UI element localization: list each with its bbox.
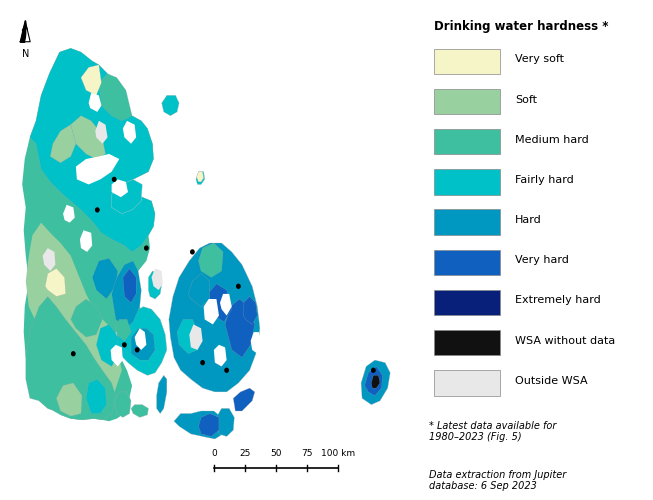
FancyBboxPatch shape (434, 370, 500, 396)
Text: Outside WSA: Outside WSA (515, 376, 588, 386)
Circle shape (144, 246, 149, 251)
Polygon shape (50, 124, 76, 163)
Polygon shape (116, 320, 131, 341)
Polygon shape (123, 268, 136, 303)
Text: Data extraction from Jupiter
database: 6 Sep 2023: Data extraction from Jupiter database: 6… (429, 470, 566, 491)
Polygon shape (131, 404, 148, 417)
Polygon shape (135, 328, 146, 350)
Polygon shape (99, 74, 132, 121)
Polygon shape (25, 222, 122, 404)
Circle shape (71, 351, 76, 356)
Polygon shape (214, 345, 227, 366)
Circle shape (95, 207, 100, 212)
Polygon shape (92, 258, 118, 299)
Polygon shape (112, 180, 128, 197)
Polygon shape (71, 299, 103, 337)
Text: Very hard: Very hard (515, 256, 569, 266)
Polygon shape (56, 383, 82, 416)
Polygon shape (204, 299, 219, 324)
Text: Drinking water hardness *: Drinking water hardness * (434, 20, 608, 32)
Polygon shape (45, 268, 65, 296)
Circle shape (371, 368, 375, 373)
Text: WSA without data: WSA without data (515, 336, 615, 345)
FancyBboxPatch shape (434, 89, 500, 114)
Polygon shape (114, 392, 131, 417)
Circle shape (190, 249, 195, 254)
Polygon shape (199, 414, 219, 436)
Polygon shape (244, 296, 257, 324)
Polygon shape (157, 376, 167, 414)
Polygon shape (123, 121, 136, 144)
Polygon shape (110, 345, 123, 366)
Text: Very soft: Very soft (515, 54, 564, 64)
Polygon shape (361, 360, 390, 405)
Polygon shape (162, 96, 179, 116)
Polygon shape (220, 294, 232, 316)
FancyBboxPatch shape (434, 129, 500, 154)
Polygon shape (25, 296, 117, 420)
Circle shape (135, 347, 140, 352)
Text: 25: 25 (239, 449, 251, 458)
Text: 50: 50 (270, 449, 282, 458)
FancyBboxPatch shape (434, 48, 500, 74)
Text: 100 km: 100 km (321, 449, 355, 458)
Polygon shape (71, 116, 106, 159)
FancyBboxPatch shape (434, 330, 500, 355)
Polygon shape (112, 261, 141, 328)
Polygon shape (131, 328, 155, 360)
Polygon shape (81, 65, 101, 96)
Polygon shape (22, 48, 155, 421)
Polygon shape (196, 172, 204, 184)
Text: Soft: Soft (515, 94, 537, 104)
Polygon shape (372, 376, 380, 388)
Polygon shape (169, 243, 260, 392)
Circle shape (112, 176, 117, 182)
FancyBboxPatch shape (434, 210, 500, 235)
Text: Fairly hard: Fairly hard (515, 175, 573, 185)
Text: Extremely hard: Extremely hard (515, 296, 601, 306)
Polygon shape (364, 366, 383, 396)
Polygon shape (216, 408, 234, 436)
FancyBboxPatch shape (434, 290, 500, 315)
Polygon shape (199, 243, 223, 278)
Polygon shape (174, 411, 223, 439)
Polygon shape (95, 121, 108, 144)
Circle shape (122, 342, 127, 347)
Polygon shape (177, 320, 199, 354)
Polygon shape (80, 230, 92, 252)
Polygon shape (233, 388, 255, 411)
Polygon shape (151, 268, 163, 290)
Polygon shape (225, 299, 255, 358)
Polygon shape (197, 172, 204, 182)
Polygon shape (63, 205, 75, 222)
Polygon shape (251, 332, 261, 353)
Circle shape (224, 368, 229, 373)
Polygon shape (148, 271, 162, 299)
Polygon shape (76, 154, 119, 184)
Circle shape (200, 360, 205, 366)
Text: 0: 0 (211, 449, 217, 458)
Polygon shape (189, 324, 202, 350)
Polygon shape (113, 306, 167, 376)
Polygon shape (89, 93, 101, 112)
FancyBboxPatch shape (434, 169, 500, 194)
Text: * Latest data available for
1980–2023 (Fig. 5): * Latest data available for 1980–2023 (F… (429, 420, 556, 442)
Text: Hard: Hard (515, 215, 541, 225)
Polygon shape (30, 48, 155, 252)
Polygon shape (42, 248, 56, 271)
Text: N: N (22, 49, 29, 59)
Polygon shape (96, 324, 119, 366)
Text: Medium hard: Medium hard (515, 134, 588, 145)
Polygon shape (188, 274, 210, 306)
Circle shape (236, 284, 241, 289)
Text: 75: 75 (302, 449, 313, 458)
FancyBboxPatch shape (434, 250, 500, 275)
Polygon shape (86, 379, 106, 414)
Polygon shape (208, 284, 232, 322)
Polygon shape (112, 180, 142, 214)
